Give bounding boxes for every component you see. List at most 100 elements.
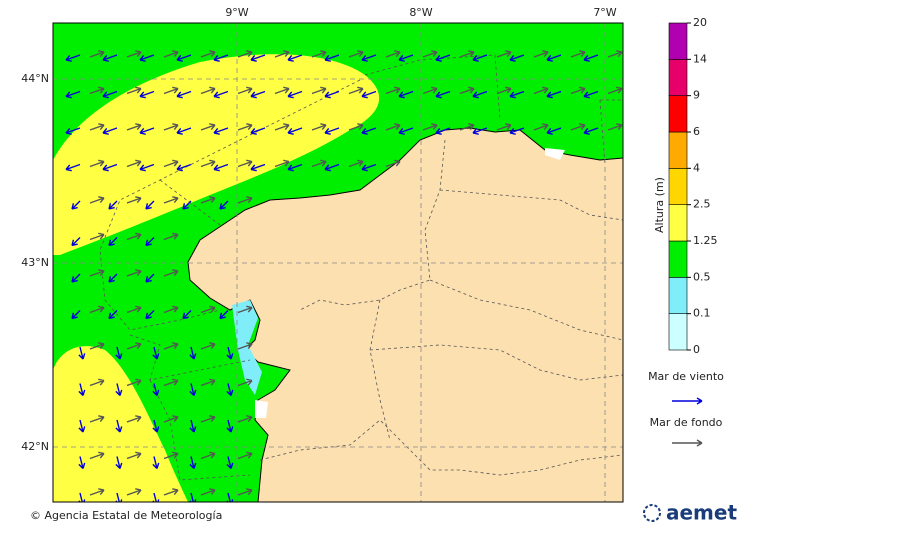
wind-arrow: [324, 54, 340, 62]
colorbar-label: 0.1: [693, 307, 711, 320]
swell-arrow: [89, 415, 105, 423]
wind-arrow: [189, 419, 197, 433]
swell-arrow: [348, 50, 364, 58]
wind-arrow: [219, 310, 229, 320]
colorbar-bin: [668, 313, 688, 351]
swell-arrow: [200, 305, 216, 314]
swell-arrow: [237, 451, 253, 460]
wind-arrow: [226, 383, 234, 396]
swell-arrow: [89, 50, 105, 58]
swell-arrow: [163, 305, 179, 314]
swell-arrow: [163, 123, 179, 131]
colorbar-label: 1.25: [693, 234, 718, 247]
wind-arrow: [65, 127, 81, 135]
wind-arrow: [65, 90, 81, 99]
swell-arrow: [237, 488, 253, 496]
wind-arrow: [546, 54, 562, 62]
wind-arrow: [509, 54, 525, 62]
wind-arrow: [189, 383, 197, 396]
wind-arrow: [398, 127, 414, 135]
wind-arrow: [78, 383, 86, 396]
logo-text: aemet: [666, 501, 737, 525]
sea-yellow: [53, 346, 188, 502]
swell-arrow: [89, 159, 105, 168]
sea-white: [545, 148, 565, 160]
swell-arrow: [126, 488, 142, 496]
colorbar-bin: [668, 131, 688, 169]
swell-arrow: [496, 123, 512, 131]
wind-arrow: [176, 90, 192, 99]
swell-arrow: [89, 488, 105, 496]
swell-arrow: [126, 305, 142, 314]
wind-arrow: [509, 90, 525, 99]
wind-arrow: [115, 419, 123, 433]
swell-arrow: [237, 196, 253, 204]
swell-arrow: [311, 123, 327, 131]
swell-arrow: [163, 415, 179, 423]
wind-arrow: [152, 383, 160, 396]
colorbar-label: 2.5: [693, 198, 711, 211]
swell-arrow: [163, 86, 179, 95]
swell-arrow: [385, 159, 401, 168]
wind-arrow: [145, 273, 155, 283]
wind-arrow: [398, 90, 414, 99]
wind-arrow: [361, 54, 377, 62]
colorbar-label: 6: [693, 125, 700, 138]
swell-arrow: [274, 159, 290, 168]
wind-arrow: [213, 127, 229, 135]
lat-label: 43°N: [21, 256, 49, 269]
swell-arrow: [126, 232, 142, 241]
wind-arrow: [213, 163, 229, 172]
wind-arrow: [108, 200, 118, 210]
wind-arrow: [182, 200, 192, 210]
wind-arrow: [324, 90, 340, 99]
wind-arrow: [102, 54, 118, 62]
swell-arrow: [311, 86, 327, 95]
swell-arrow: [126, 196, 142, 204]
legend-label: Mar de fondo: [650, 416, 723, 429]
swell-arrow: [311, 159, 327, 168]
swell-arrow: [200, 342, 216, 350]
maritime-zones: [99, 54, 623, 481]
swell-arrow: [496, 50, 512, 58]
wind-arrow: [213, 90, 229, 99]
wind-arrow: [287, 163, 303, 172]
swell-arrow: [200, 488, 216, 496]
colorbar-bin: [668, 95, 688, 133]
lon-label: 7°W: [593, 6, 616, 19]
wind-arrow: [583, 54, 599, 62]
region-borders: [259, 139, 623, 476]
wind-arrow: [102, 163, 118, 172]
wind-arrow: [71, 310, 81, 320]
swell-arrow: [89, 305, 105, 314]
swell-arrow: [422, 123, 438, 131]
colorbar-bin: [668, 240, 688, 278]
swell-arrow: [459, 123, 475, 131]
swell-arrow: [274, 50, 290, 58]
swell-arrow: [607, 86, 623, 95]
swell-arrow: [570, 123, 586, 131]
map: [53, 23, 623, 502]
swell-arrow: [163, 342, 179, 350]
swell-arrow: [237, 378, 253, 387]
lat-label: 44°N: [21, 72, 49, 85]
wind-arrow: [115, 383, 123, 396]
wind-arrow: [250, 54, 266, 62]
wind-arrow: [152, 419, 160, 433]
swell-arrow: [237, 86, 253, 95]
swell-arrow: [385, 50, 401, 58]
swell-arrow: [200, 123, 216, 131]
swell-arrow: [570, 50, 586, 58]
wind-arrow: [108, 237, 118, 247]
swell-arrow: [89, 269, 105, 277]
swell-arrow: [533, 50, 549, 58]
wind-arrow: [226, 456, 234, 469]
swell-arrow: [126, 269, 142, 277]
wind-arrow: [182, 310, 192, 320]
wind-arrow: [324, 163, 340, 172]
wind-arrow: [176, 54, 192, 62]
wind-arrow: [250, 163, 266, 172]
swell-arrow: [200, 86, 216, 95]
swell-arrow: [237, 50, 253, 58]
